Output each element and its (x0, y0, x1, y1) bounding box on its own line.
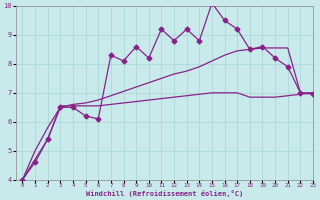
X-axis label: Windchill (Refroidissement éolien,°C): Windchill (Refroidissement éolien,°C) (86, 190, 243, 197)
